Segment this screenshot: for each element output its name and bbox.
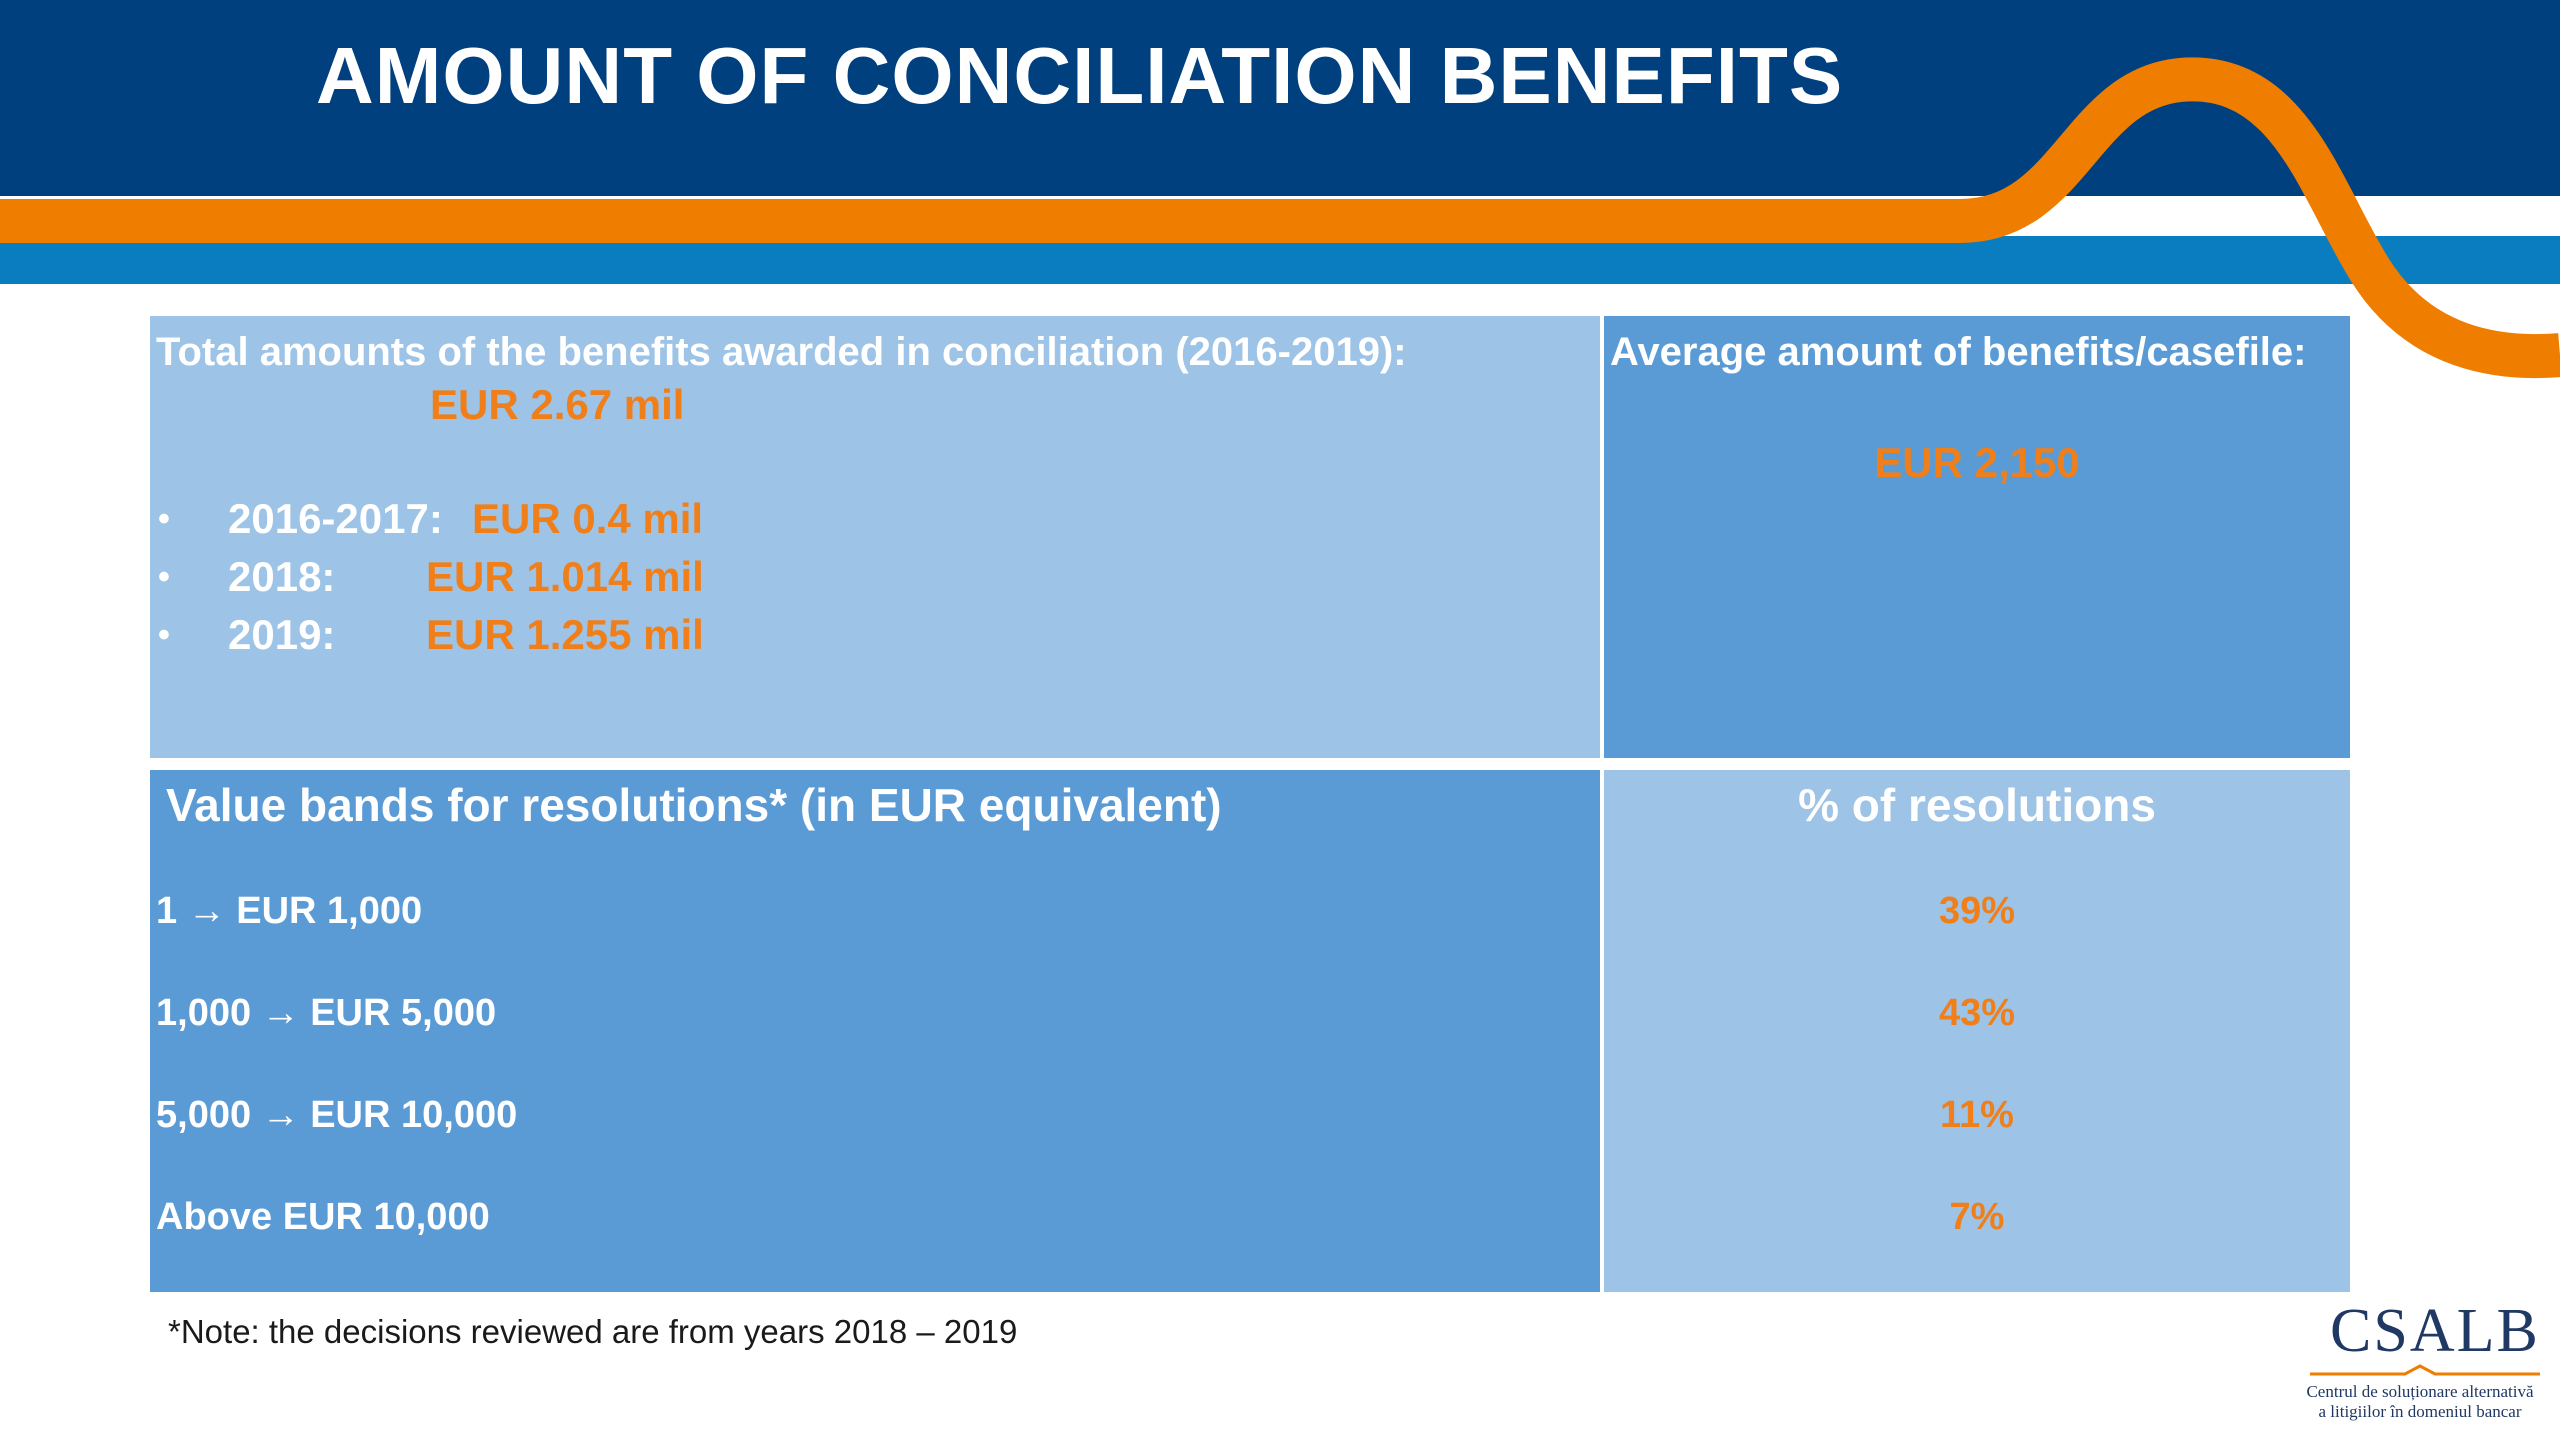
page-title: AMOUNT OF CONCILIATION BENEFITS (316, 31, 1844, 120)
bullet-icon: • (158, 500, 170, 538)
year-amount: EUR 1.014 mil (426, 553, 704, 600)
total-heading: Total amounts of the benefits awarded in… (156, 330, 1407, 374)
band-row: 1 → EUR 1,000 (156, 890, 423, 932)
year-label: 2018: (228, 553, 336, 600)
percent-value: 7% (1949, 1196, 2005, 1238)
bullet-icon: • (158, 558, 170, 596)
header-banner (0, 0, 2560, 379)
csalb-logo: CSALB Centrul de soluționare alternativă… (2290, 1296, 2550, 1426)
bands-heading: Value bands for resolutions* (in EUR equ… (166, 779, 1222, 831)
logo-swoosh-icon (2310, 1364, 2540, 1376)
logo-subtitle-line1: Centrul de soluționare alternativă (2306, 1382, 2534, 1401)
total-amount: EUR 2.67 mil (430, 381, 685, 428)
logo-subtitle-line2: a litigiilor în domeniul bancar (2318, 1402, 2522, 1421)
percent-heading: % of resolutions (1798, 779, 2156, 831)
percent-value: 39% (1938, 890, 2016, 932)
year-amount: EUR 1.255 mil (426, 611, 704, 658)
percent-value: 43% (1938, 992, 2016, 1034)
average-heading: Average amount of benefits/casefile: (1610, 330, 2307, 374)
band-row: 1,000 → EUR 5,000 (156, 992, 497, 1034)
year-amount: EUR 0.4 mil (472, 495, 704, 542)
footnote: *Note: the decisions reviewed are from y… (168, 1313, 1018, 1350)
percent-value: 11% (1940, 1094, 2014, 1136)
logo-wordmark: CSALB (2330, 1297, 2540, 1365)
band-row: 5,000 → EUR 10,000 (156, 1094, 518, 1136)
value-bands-cell: Value bands for resolutions* (in EUR equ… (150, 770, 1600, 1292)
percent-resolutions-cell: % of resolutions 39% 43% 11% 7% (1604, 770, 2350, 1292)
average-amount-cell: Average amount of benefits/casefile: EUR… (1604, 316, 2350, 758)
bullet-icon: • (158, 616, 170, 654)
total-amounts-cell: Total amounts of the benefits awarded in… (150, 316, 1600, 758)
band-row: Above EUR 10,000 (156, 1196, 490, 1238)
year-label: 2016-2017: (228, 495, 443, 542)
average-amount: EUR 2,150 (1874, 439, 2080, 486)
year-label: 2019: (228, 611, 336, 658)
